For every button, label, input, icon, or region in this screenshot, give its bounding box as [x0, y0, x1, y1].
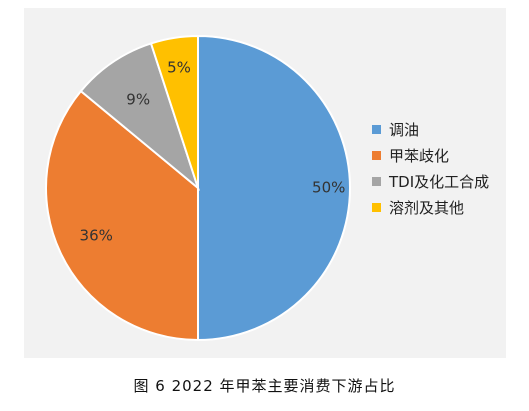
pie-slice-disproportionation	[45, 89, 199, 342]
pie-slice-blending	[197, 34, 351, 342]
legend-item-solvent: 溶剂及其他	[372, 194, 489, 220]
legend-item-blending: 调油	[372, 116, 489, 142]
legend-label-solvent: 溶剂及其他	[389, 198, 465, 217]
legend: 调油 甲苯歧化 TDI及化工合成 溶剂及其他	[372, 116, 489, 220]
figure-caption: 图 6 2022 年甲苯主要消费下游占比	[133, 377, 396, 395]
data-label-blending: 50%	[312, 179, 345, 197]
legend-swatch-solvent	[372, 202, 381, 212]
data-label-disproportionation: 36%	[80, 226, 113, 244]
legend-item-tdi: TDI及化工合成	[372, 168, 489, 194]
legend-swatch-tdi	[372, 176, 381, 186]
data-label-tdi: 9%	[126, 90, 150, 108]
data-label-solvent: 5%	[167, 58, 191, 76]
legend-label-disproportionation: 甲苯歧化	[389, 146, 450, 165]
legend-label-tdi: TDI及化工合成	[389, 172, 490, 191]
pie-chart: 50% 36% 9% 5%	[45, 34, 351, 342]
legend-swatch-blending	[372, 124, 381, 134]
pie-slice-tdi	[79, 42, 201, 191]
legend-label-blending: 调油	[389, 120, 420, 139]
legend-item-disproportionation: 甲苯歧化	[372, 142, 489, 168]
legend-swatch-disproportionation	[372, 150, 381, 160]
pie-slice-solvent	[149, 34, 199, 189]
